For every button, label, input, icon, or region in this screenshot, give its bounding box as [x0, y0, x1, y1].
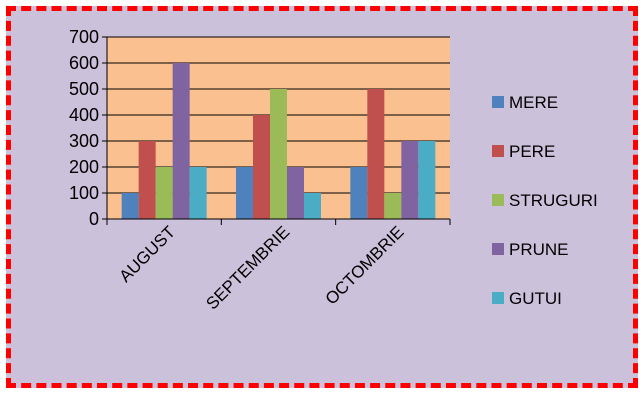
bar-prune-august — [172, 63, 190, 219]
bar-prune-octombrie — [401, 141, 419, 219]
legend-swatch-prune — [492, 243, 504, 255]
legend-swatch-struguri — [492, 194, 504, 206]
y-tick-label: 600 — [69, 53, 99, 73]
legend-label-mere: MERE — [509, 93, 558, 112]
x-category-label: SEPTEMBRIE — [202, 222, 293, 313]
legend-swatch-gutui — [492, 292, 504, 304]
bar-mere-septembrie — [236, 167, 253, 219]
bar-gutui-septembrie — [304, 193, 321, 219]
legend-swatch-pere — [492, 145, 504, 157]
y-tick-label: 500 — [69, 79, 99, 99]
legend-swatch-mere — [492, 96, 504, 108]
legend-label-prune: PRUNE — [509, 240, 569, 259]
bar-struguri-septembrie — [270, 89, 287, 219]
bar-mere-octombrie — [350, 167, 368, 219]
bar-gutui-august — [189, 167, 207, 219]
y-tick-label: 300 — [69, 131, 99, 151]
bar-prune-septembrie — [287, 167, 304, 219]
y-tick-label: 700 — [69, 27, 99, 47]
y-tick-label: 200 — [69, 157, 99, 177]
bar-pere-septembrie — [253, 115, 270, 219]
y-tick-label: 0 — [89, 209, 99, 229]
x-category-label: OCTOMBRIE — [322, 222, 408, 308]
legend-label-gutui: GUTUI — [509, 289, 562, 308]
y-tick-label: 100 — [69, 183, 99, 203]
bar-struguri-august — [155, 167, 173, 219]
bar-mere-august — [121, 193, 139, 219]
bar-struguri-octombrie — [384, 193, 402, 219]
x-category-label: AUGUST — [115, 222, 179, 286]
bar-pere-octombrie — [367, 89, 385, 219]
legend-label-struguri: STRUGURI — [509, 191, 598, 210]
bar-pere-august — [138, 141, 156, 219]
y-tick-label: 400 — [69, 105, 99, 125]
bar-gutui-octombrie — [418, 141, 436, 219]
legend-label-pere: PERE — [509, 142, 555, 161]
